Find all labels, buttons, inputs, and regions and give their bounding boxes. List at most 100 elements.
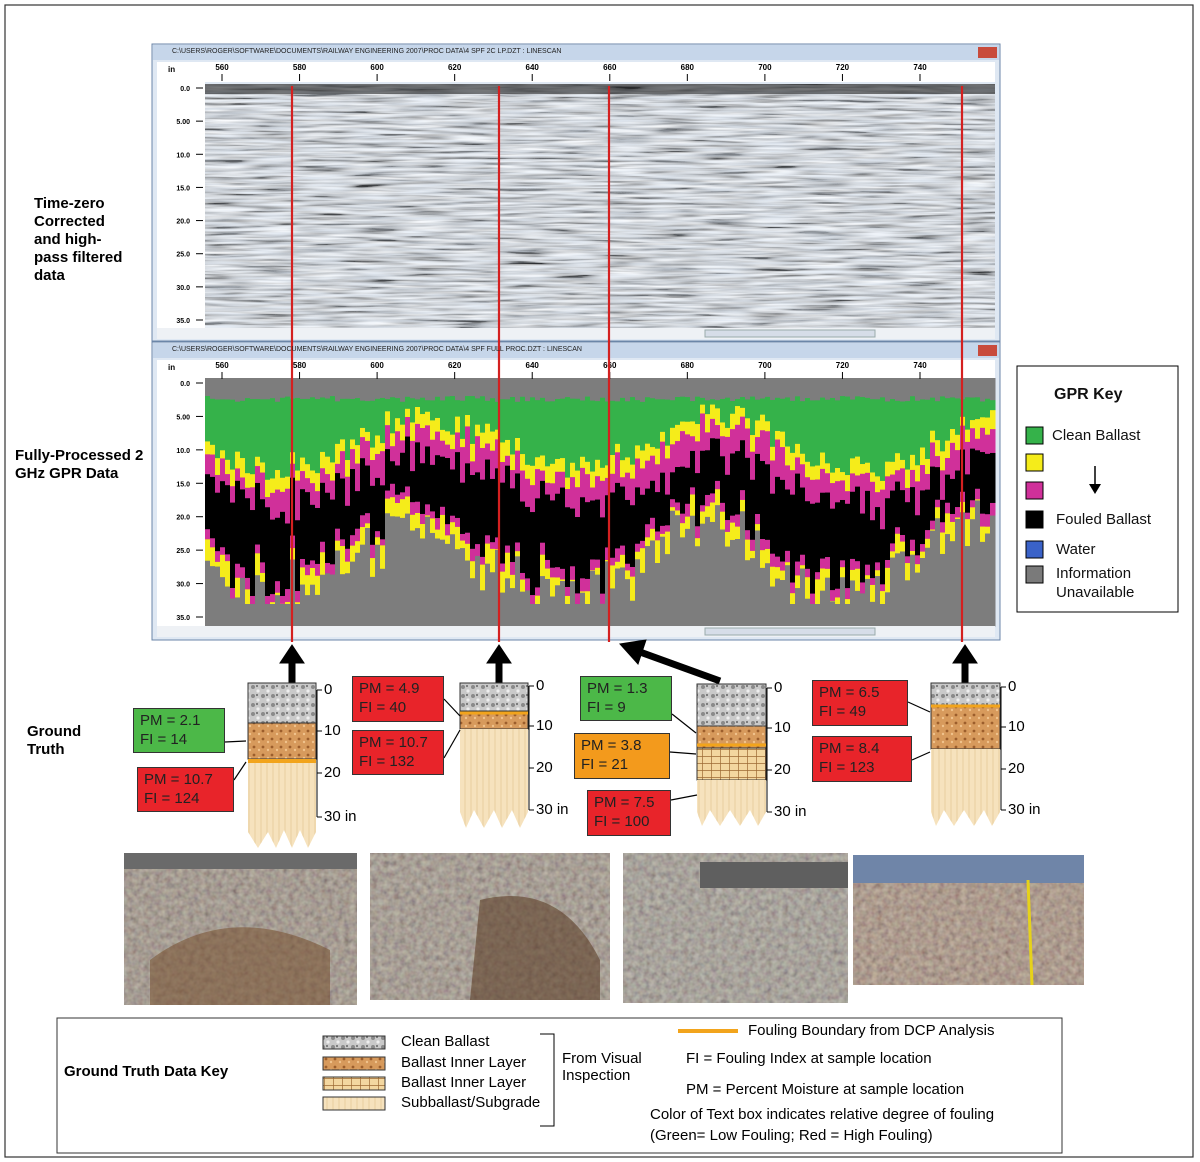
texture-cell <box>295 398 301 471</box>
texture-cell <box>280 378 286 398</box>
texture-cell <box>585 378 591 397</box>
texture-cell <box>620 567 626 626</box>
texture-cell <box>830 473 836 484</box>
close-button[interactable] <box>978 47 997 58</box>
texture-cell <box>970 507 976 519</box>
texture-cell <box>225 561 231 587</box>
texture-cell <box>665 400 671 447</box>
texture-cell <box>980 428 986 453</box>
texture-cell <box>405 409 411 418</box>
texture-cell <box>735 425 741 452</box>
texture-cell <box>980 417 986 428</box>
subgrade-layer <box>248 759 316 848</box>
texture-cell <box>665 532 671 555</box>
texture-cell <box>815 378 821 401</box>
texture-cell <box>220 577 226 626</box>
texture-cell <box>790 453 796 471</box>
texture-cell <box>680 422 686 432</box>
texture-cell <box>555 378 561 399</box>
texture-cell <box>775 398 781 432</box>
texture-cell <box>705 495 711 507</box>
scroll-thumb[interactable] <box>705 330 875 337</box>
texture-cell <box>235 378 241 402</box>
key-label: Information Unavailable <box>1056 565 1166 603</box>
texture-cell <box>425 446 431 504</box>
texture-cell <box>675 441 681 467</box>
close-button[interactable] <box>978 345 997 356</box>
texture-cell <box>385 399 391 412</box>
x-tick-label: 620 <box>448 361 462 370</box>
texture-cell <box>535 469 541 499</box>
texture-cell <box>670 400 676 428</box>
texture-cell <box>880 604 886 627</box>
texture-cell <box>710 419 716 439</box>
texture-cell <box>545 466 551 483</box>
texture-cell <box>205 454 211 474</box>
y-unit: in <box>168 363 175 372</box>
texture-cell <box>950 443 956 480</box>
texture-cell <box>530 485 536 512</box>
texture-cell <box>335 529 341 542</box>
texture-cell <box>255 457 261 467</box>
texture-cell <box>685 529 691 627</box>
texture-cell <box>775 557 781 568</box>
texture-cell <box>435 378 441 397</box>
texture-cell <box>450 435 456 450</box>
texture-cell <box>905 580 911 626</box>
texture-cell <box>615 548 621 562</box>
texture-cell <box>810 480 816 504</box>
texture-cell <box>755 437 761 454</box>
texture-cell <box>325 457 331 475</box>
texture-cell <box>970 378 976 398</box>
arrow-head <box>953 645 977 663</box>
depth-label: 20 <box>1008 760 1025 777</box>
texture-cell <box>900 460 906 469</box>
texture-cell <box>840 396 846 472</box>
texture-cell <box>705 400 711 414</box>
texture-cell <box>750 452 756 481</box>
texture-cell <box>990 453 996 504</box>
texture-cell <box>405 437 411 487</box>
texture-cell <box>260 573 266 582</box>
texture-cell <box>470 561 476 578</box>
texture-cell <box>355 378 361 399</box>
texture-cell <box>465 544 471 561</box>
texture-cell <box>575 487 581 517</box>
texture-cell <box>265 399 271 480</box>
x-tick-label: 620 <box>448 63 462 72</box>
texture-cell <box>375 537 381 545</box>
texture-cell <box>625 564 631 571</box>
texture-cell <box>910 540 916 552</box>
texture-cell <box>685 504 691 517</box>
texture-cell <box>895 378 901 401</box>
texture-cell <box>265 480 271 498</box>
texture-cell <box>400 518 406 627</box>
texture-cell <box>730 429 736 454</box>
clean-layer <box>697 684 766 726</box>
texture-cell <box>315 564 321 576</box>
texture-cell <box>945 513 951 534</box>
texture-cell <box>300 567 306 585</box>
texture-cell <box>570 566 576 580</box>
texture-cell <box>600 517 606 594</box>
texture-cell <box>850 400 856 459</box>
texture-cell <box>215 493 221 552</box>
texture-cell <box>435 432 441 456</box>
texture-cell <box>935 401 941 440</box>
texture-cell <box>805 599 811 627</box>
texture-cell <box>680 467 686 514</box>
texture-cell <box>450 378 456 397</box>
depth-label: 30 in <box>1008 801 1041 818</box>
texture-cell <box>835 597 841 604</box>
texture-cell <box>525 465 531 479</box>
texture-cell <box>255 545 261 554</box>
texture-cell <box>875 492 881 507</box>
texture-cell <box>760 550 766 568</box>
texture-cell <box>980 542 986 627</box>
texture-cell <box>805 501 811 569</box>
texture-cell <box>550 483 556 501</box>
texture-cell <box>455 378 461 401</box>
scroll-thumb[interactable] <box>705 628 875 635</box>
texture-cell <box>845 599 851 604</box>
texture-cell <box>685 397 691 422</box>
